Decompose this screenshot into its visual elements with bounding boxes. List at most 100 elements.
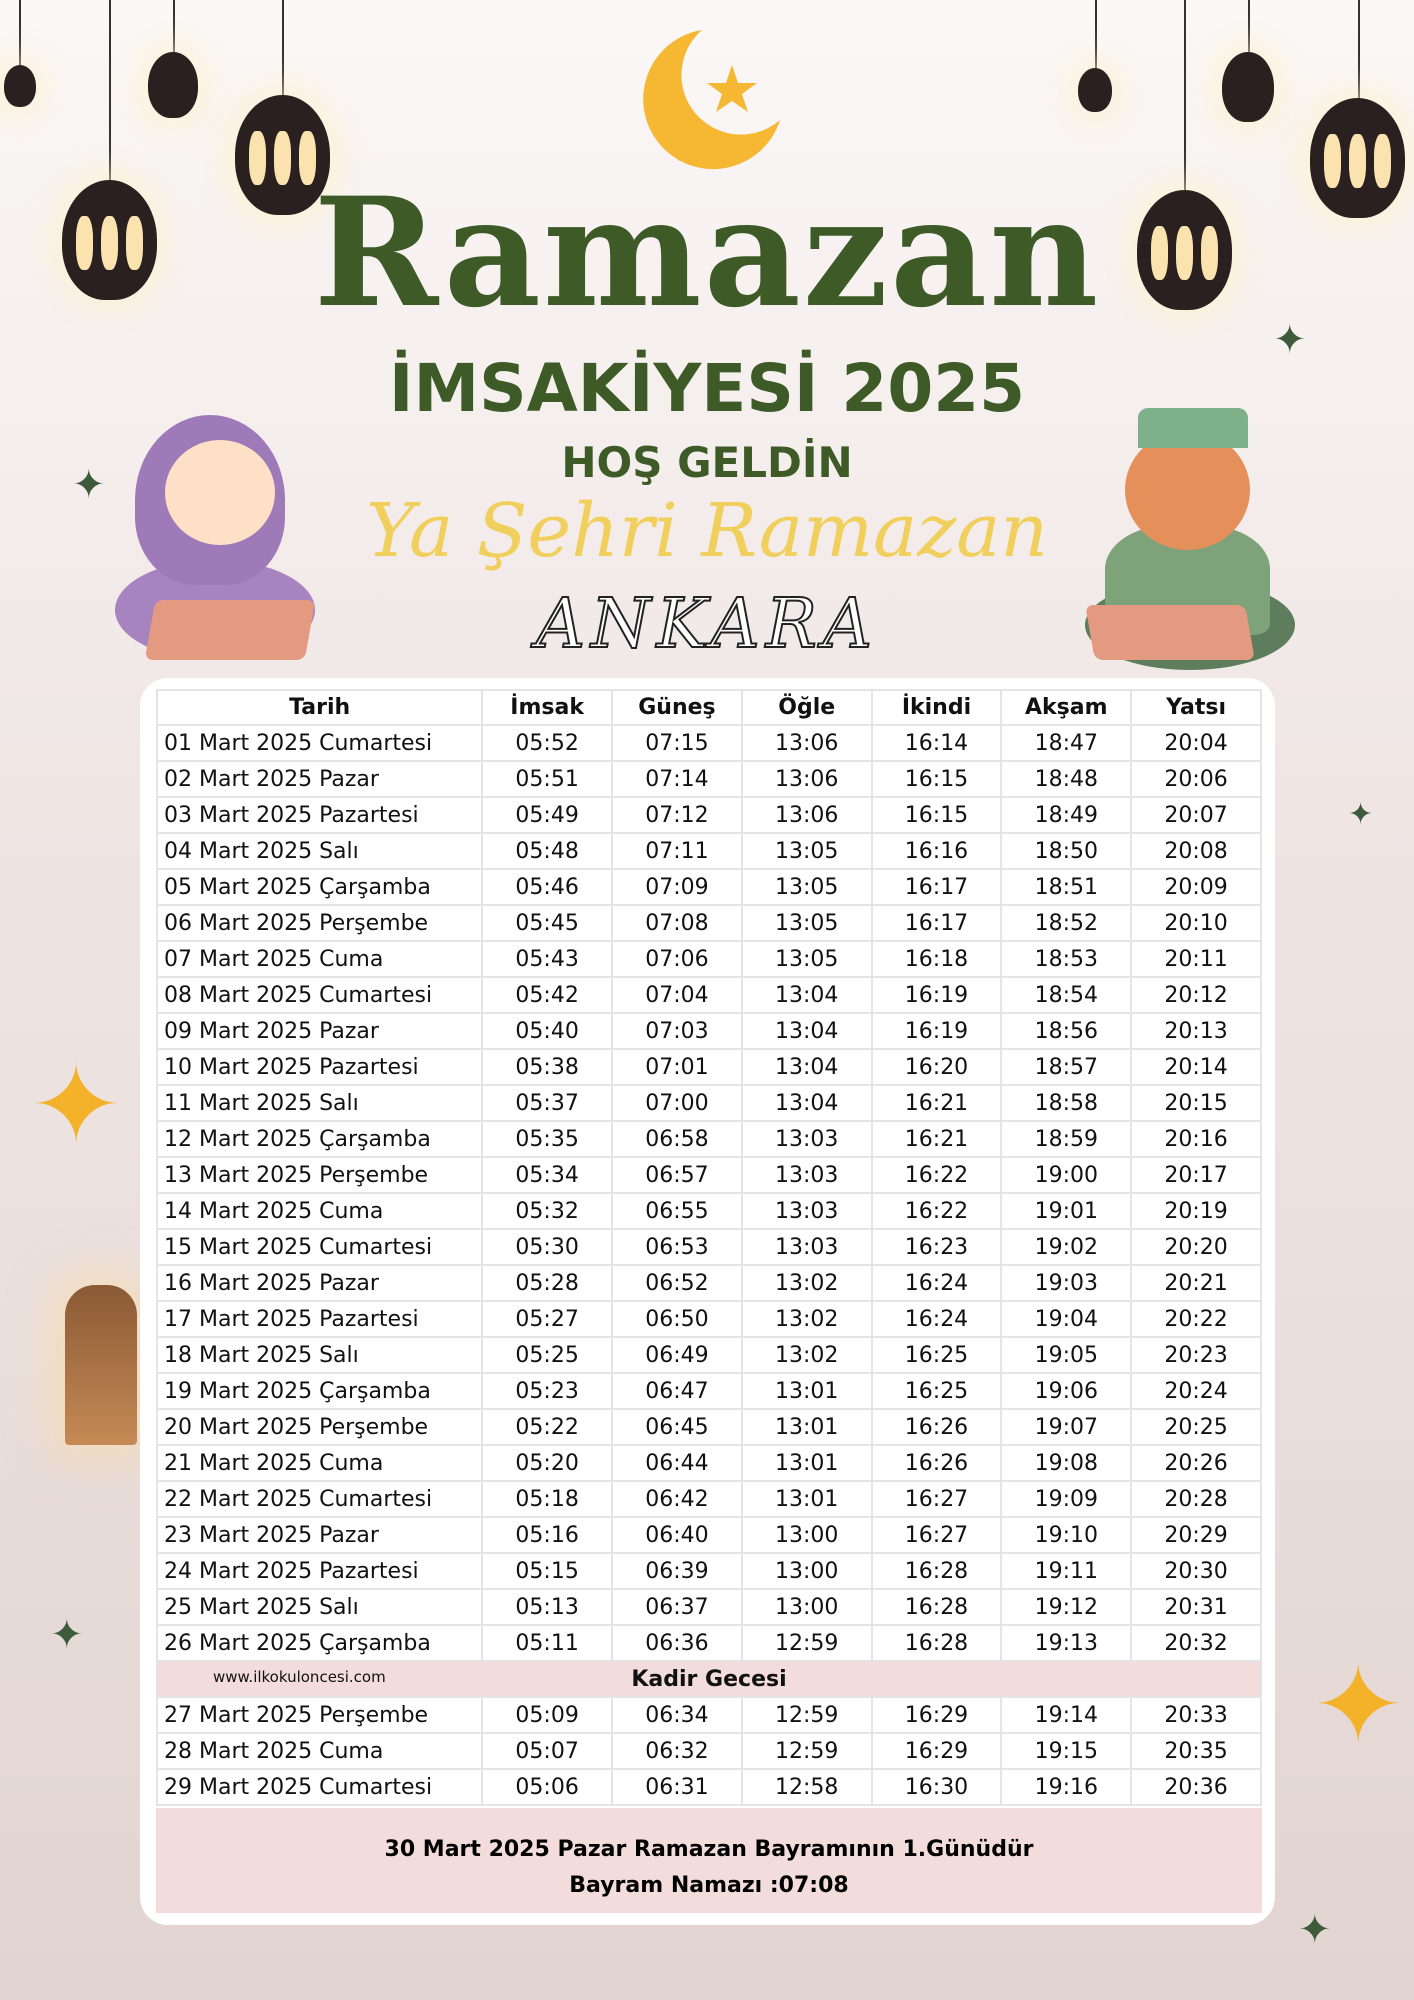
table-row: 22 Mart 2025 Cumartesi 05:18 06:42 13:01 16:… — [155, 1480, 1262, 1518]
time-cell: 18:58 — [1000, 1084, 1133, 1122]
time-cell: 05:46 — [481, 868, 614, 906]
date-cell: 02 Mart 2025 Pazar — [155, 760, 484, 798]
time-cell: 06:50 — [611, 1300, 743, 1338]
time-cell: 16:26 — [870, 1408, 1003, 1446]
time-cell: 13:03 — [740, 1156, 873, 1194]
time-cell: 18:56 — [1000, 1012, 1133, 1050]
time-cell: 20:11 — [1130, 940, 1262, 978]
time-cell: 18:59 — [1000, 1120, 1133, 1158]
crescent-moon-star-icon — [643, 30, 780, 170]
date-cell: 23 Mart 2025 Pazar — [155, 1516, 484, 1554]
time-cell: 19:14 — [1000, 1696, 1133, 1734]
table-row: 19 Mart 2025 Çarşamba 05:23 06:47 13:01 16:2… — [155, 1372, 1262, 1410]
time-cell: 20:15 — [1130, 1084, 1262, 1122]
time-cell: 05:37 — [481, 1084, 614, 1122]
table-row: 21 Mart 2025 Cuma 05:20 06:44 13:01 16:26 19:… — [155, 1444, 1262, 1482]
table-row: 28 Mart 2025 Cuma 05:07 06:32 12:59 16:29 19:… — [155, 1732, 1262, 1770]
time-cell: 20:20 — [1130, 1228, 1262, 1266]
time-cell: 20:35 — [1130, 1732, 1262, 1770]
time-cell: 19:13 — [1000, 1624, 1133, 1662]
time-cell: 16:17 — [870, 868, 1003, 906]
date-cell: 10 Mart 2025 Pazartesi — [155, 1048, 484, 1086]
time-cell: 16:29 — [870, 1732, 1003, 1770]
time-cell: 06:44 — [611, 1444, 743, 1482]
time-cell: 12:58 — [740, 1768, 873, 1806]
time-cell: 05:35 — [481, 1120, 614, 1158]
date-cell: 19 Mart 2025 Çarşamba — [155, 1372, 484, 1410]
time-cell: 07:00 — [611, 1084, 743, 1122]
date-cell: 21 Mart 2025 Cuma — [155, 1444, 484, 1482]
kadir-gecesi-row: www.ilkokuloncesi.com Kadir Gecesi — [156, 1660, 1262, 1698]
time-cell: 19:15 — [1000, 1732, 1133, 1770]
time-cell: 19:07 — [1000, 1408, 1133, 1446]
time-cell: 13:04 — [740, 1084, 873, 1122]
time-cell: 05:22 — [481, 1408, 614, 1446]
column-header: Tarih — [155, 689, 484, 726]
table-row: 11 Mart 2025 Salı 05:37 07:00 13:04 16:21 18:… — [155, 1084, 1262, 1122]
time-cell: 13:00 — [740, 1552, 873, 1590]
time-cell: 13:05 — [740, 832, 873, 870]
bayram-note: 30 Mart 2025 Pazar Ramazan Bayramının 1.… — [156, 1808, 1262, 1913]
time-cell: 05:28 — [481, 1264, 614, 1302]
table-row: 07 Mart 2025 Cuma 05:43 07:06 13:05 16:18 18:… — [155, 940, 1262, 978]
time-cell: 19:05 — [1000, 1336, 1133, 1374]
time-cell: 06:34 — [611, 1696, 743, 1734]
time-cell: 18:49 — [1000, 796, 1133, 834]
time-cell: 13:06 — [740, 724, 873, 762]
time-cell: 20:17 — [1130, 1156, 1262, 1194]
date-cell: 11 Mart 2025 Salı — [155, 1084, 484, 1122]
table-row: 20 Mart 2025 Perşembe 05:22 06:45 13:01 16:2… — [155, 1408, 1262, 1446]
time-cell: 07:06 — [611, 940, 743, 978]
time-cell: 06:47 — [611, 1372, 743, 1410]
time-cell: 07:08 — [611, 904, 743, 942]
lantern-icon — [4, 65, 36, 107]
time-cell: 20:16 — [1130, 1120, 1262, 1158]
time-cell: 19:06 — [1000, 1372, 1133, 1410]
table-row: 26 Mart 2025 Çarşamba 05:11 06:36 12:59 16:2… — [155, 1624, 1262, 1662]
time-cell: 07:09 — [611, 868, 743, 906]
time-cell: 20:22 — [1130, 1300, 1262, 1338]
time-cell: 05:06 — [481, 1768, 614, 1806]
time-cell: 19:10 — [1000, 1516, 1133, 1554]
sparkle-icon: ✦ — [1348, 797, 1374, 832]
column-header: Yatsı — [1130, 689, 1262, 726]
table-row: 12 Mart 2025 Çarşamba 05:35 06:58 13:03 16:2… — [155, 1120, 1262, 1158]
time-cell: 16:28 — [870, 1588, 1003, 1626]
time-cell: 13:02 — [740, 1300, 873, 1338]
table-row: 04 Mart 2025 Salı 05:48 07:11 13:05 16:16 18:… — [155, 832, 1262, 870]
sparkle-icon: ✦ — [1273, 317, 1307, 363]
time-cell: 05:49 — [481, 796, 614, 834]
time-cell: 13:05 — [740, 868, 873, 906]
date-cell: 15 Mart 2025 Cumartesi — [155, 1228, 484, 1266]
date-cell: 22 Mart 2025 Cumartesi — [155, 1480, 484, 1518]
date-cell: 14 Mart 2025 Cuma — [155, 1192, 484, 1230]
time-cell: 12:59 — [740, 1696, 873, 1734]
time-cell: 18:48 — [1000, 760, 1133, 798]
table-row: 08 Mart 2025 Cumartesi 05:42 07:04 13:04 16:… — [155, 976, 1262, 1014]
time-cell: 05:38 — [481, 1048, 614, 1086]
table-row: 15 Mart 2025 Cumartesi 05:30 06:53 13:03 16:… — [155, 1228, 1262, 1266]
column-header: Güneş — [611, 689, 743, 726]
time-cell: 16:18 — [870, 940, 1003, 978]
time-cell: 16:24 — [870, 1264, 1003, 1302]
time-cell: 05:15 — [481, 1552, 614, 1590]
date-cell: 03 Mart 2025 Pazartesi — [155, 796, 484, 834]
time-cell: 16:19 — [870, 1012, 1003, 1050]
time-cell: 12:59 — [740, 1624, 873, 1662]
date-cell: 01 Mart 2025 Cumartesi — [155, 724, 484, 762]
table-row: 03 Mart 2025 Pazartesi 05:49 07:12 13:06 16:… — [155, 796, 1262, 834]
table-row: 10 Mart 2025 Pazartesi 05:38 07:01 13:04 16:… — [155, 1048, 1262, 1086]
time-cell: 20:30 — [1130, 1552, 1262, 1590]
time-cell: 16:22 — [870, 1156, 1003, 1194]
time-cell: 05:51 — [481, 760, 614, 798]
time-cell: 13:06 — [740, 796, 873, 834]
time-cell: 20:33 — [1130, 1696, 1262, 1734]
time-cell: 19:16 — [1000, 1768, 1133, 1806]
time-cell: 13:01 — [740, 1480, 873, 1518]
prayer-times-table: Tarih İmsak Güneş Öğle İkindi Akşam Yatsı 01 M… — [155, 689, 1262, 1806]
time-cell: 06:58 — [611, 1120, 743, 1158]
time-cell: 16:30 — [870, 1768, 1003, 1806]
time-cell: 20:36 — [1130, 1768, 1262, 1806]
time-cell: 12:59 — [740, 1732, 873, 1770]
table-row: 27 Mart 2025 Perşembe 05:09 06:34 12:59 16:2… — [155, 1696, 1262, 1734]
